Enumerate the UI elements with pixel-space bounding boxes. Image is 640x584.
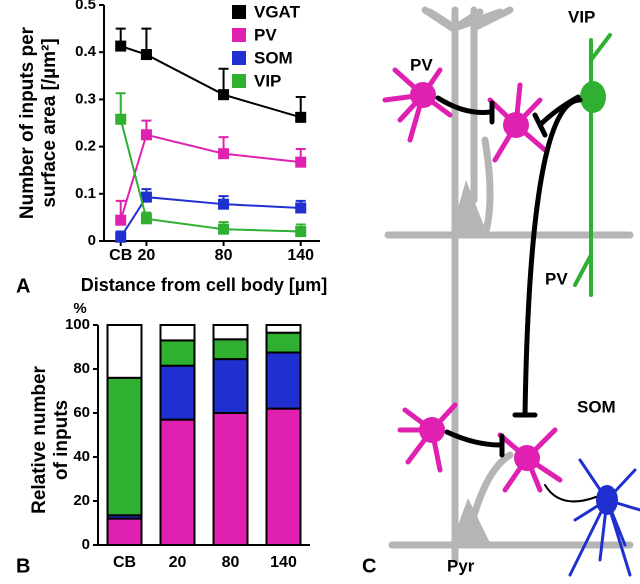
y-unit: % [73, 300, 86, 317]
pv-soma [514, 445, 540, 471]
y-tick-label: 0.2 [75, 138, 96, 155]
y-tick-label: 20 [73, 492, 90, 509]
bar-segment [265, 324, 302, 334]
pyr-soma [450, 498, 492, 547]
marker [295, 226, 307, 238]
legend-swatch [232, 5, 246, 19]
bar-segment [212, 412, 249, 546]
bar-segment [212, 324, 249, 341]
y-axis-label: of inputs [51, 400, 72, 480]
diagram-label: PV [545, 269, 568, 288]
y-tick-label: 0 [82, 536, 90, 553]
legend-swatch [232, 51, 246, 65]
pv-soma [410, 82, 436, 108]
y-tick-label: 0.5 [75, 0, 96, 13]
marker [140, 129, 152, 141]
marker [140, 49, 152, 61]
marker [218, 89, 230, 101]
bar-segment [106, 324, 143, 379]
marker [218, 198, 230, 210]
y-tick-label: 0.1 [75, 185, 96, 202]
diagram [382, 6, 640, 577]
diagram-label: Pyr [447, 556, 475, 575]
marker [115, 231, 127, 243]
marker [218, 148, 230, 160]
pv-cells [382, 67, 563, 493]
bar-segment [265, 407, 302, 546]
x-tick-label: 80 [215, 247, 233, 264]
pyramidal-cells [384, 6, 634, 564]
marker [295, 156, 307, 168]
panel-label: C [362, 555, 376, 577]
x-tick-label: 20 [138, 247, 156, 264]
x-tick-label: CB [113, 554, 136, 571]
series-line [120, 45, 301, 119]
diagram-label: SOM [577, 397, 616, 416]
marker [140, 191, 152, 203]
som-soma [596, 485, 618, 515]
legend-swatch [232, 74, 246, 88]
marker [295, 111, 307, 123]
y-tick-label: 0 [88, 232, 96, 249]
marker [115, 113, 127, 125]
series-line [119, 118, 301, 233]
connections [435, 94, 583, 458]
x-tick-label: 140 [270, 554, 297, 571]
y-tick-label: 40 [73, 448, 90, 465]
y-tick-label: 0.4 [75, 43, 97, 60]
pv-soma [419, 417, 445, 443]
bar-segment [159, 324, 196, 342]
diagram-label: PV [410, 55, 433, 74]
x-tick-label: CB [109, 247, 132, 264]
pv-soma [503, 112, 529, 138]
x-tick-label: 20 [169, 554, 187, 571]
y-axis-label: surface area [/µm²] [39, 38, 60, 207]
y-axis-label: Relative number [29, 365, 50, 513]
x-axis-label: Distance from cell body [µm] [81, 275, 327, 295]
panel-label: B [16, 555, 30, 577]
legend-swatch [232, 28, 246, 42]
series-line [119, 196, 301, 238]
bar-segment [212, 338, 249, 361]
y-axis-label: Number of inputs per [17, 26, 38, 219]
som-cell [568, 458, 640, 577]
pyr-soma [450, 180, 488, 236]
marker [218, 223, 230, 235]
legend-label: VIP [254, 71, 281, 90]
y-tick-label: 80 [73, 360, 90, 377]
marker [295, 202, 307, 214]
legend-label: PV [254, 25, 277, 44]
y-tick-label: 0.3 [75, 90, 96, 107]
legend-label: SOM [254, 48, 293, 67]
marker [115, 214, 127, 226]
diagram-label: VIP [568, 7, 595, 26]
bar-segment [159, 339, 196, 367]
series-line [119, 133, 301, 221]
som-arrow [544, 484, 597, 503]
bar-segment [159, 364, 196, 421]
x-tick-label: 80 [222, 554, 240, 571]
bar-segment [106, 376, 143, 517]
bar-segment [159, 418, 196, 547]
bar-segment [106, 517, 143, 546]
y-tick-label: 100 [65, 316, 90, 333]
legend-label: VGAT [254, 2, 301, 21]
marker [140, 213, 152, 225]
bar-segment [265, 331, 302, 354]
vip-cell [573, 33, 612, 297]
bar-segment [265, 351, 302, 410]
x-tick-label: 140 [287, 247, 314, 264]
y-tick-label: 60 [73, 404, 90, 421]
marker [115, 40, 127, 52]
vip-soma [580, 81, 606, 113]
panel-label: A [16, 275, 30, 297]
bar-segment [212, 358, 249, 415]
